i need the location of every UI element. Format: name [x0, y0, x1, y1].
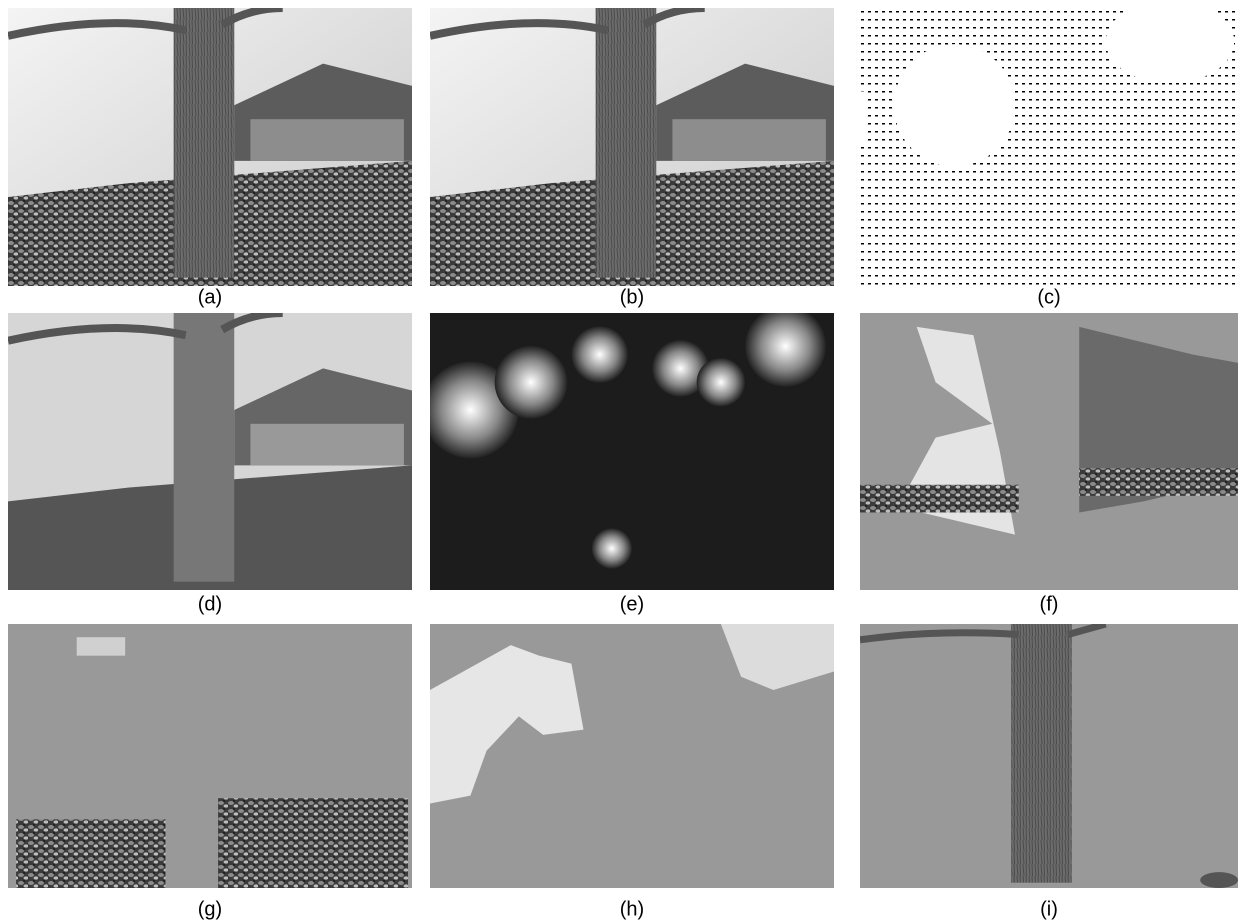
panel — [430, 8, 834, 286]
empty-region — [860, 91, 868, 147]
panel — [430, 624, 834, 888]
panel — [860, 624, 1238, 888]
segment-ground — [1079, 468, 1238, 496]
empty-region — [1106, 0, 1235, 83]
panel — [860, 313, 1238, 590]
empty-region — [894, 44, 1015, 166]
panel-label: (f) — [1040, 593, 1059, 615]
trunk — [596, 8, 657, 278]
page: (a)(b)(c)(d)(e)(f)(g)(h)(i) (() => { con… — [0, 0, 1247, 922]
distance-blob — [697, 358, 745, 406]
segment — [1200, 872, 1238, 888]
panel — [8, 8, 412, 286]
panel-label: (c) — [1037, 286, 1060, 308]
house-wall — [672, 119, 826, 161]
trunk — [174, 8, 235, 278]
panel-label: (b) — [620, 286, 644, 308]
panel-label: (g) — [198, 898, 222, 920]
distance-blob — [571, 326, 628, 383]
segment — [77, 637, 125, 655]
distance-blob — [495, 346, 568, 419]
distance-blob — [592, 528, 632, 568]
panel-label: (h) — [620, 898, 644, 920]
panel — [8, 624, 412, 888]
panel-label: (e) — [620, 593, 644, 615]
distance-blob — [745, 306, 826, 387]
panel-label: (a) — [198, 286, 222, 308]
segment-ground — [860, 485, 1019, 513]
figure: (a) (b) (c) (d) (e) (f) (g) (h) (i) — [0, 0, 1247, 922]
panel-label: (i) — [1040, 898, 1058, 920]
house-wall — [250, 119, 404, 161]
trunk — [174, 313, 235, 582]
panel-label: (d) — [198, 593, 222, 615]
house-wall — [250, 424, 404, 466]
segment-ground — [218, 798, 408, 888]
panel — [860, 0, 1238, 286]
segment-ground — [16, 819, 165, 888]
panel — [8, 313, 412, 590]
trunk — [1011, 624, 1071, 883]
panel — [422, 306, 834, 590]
